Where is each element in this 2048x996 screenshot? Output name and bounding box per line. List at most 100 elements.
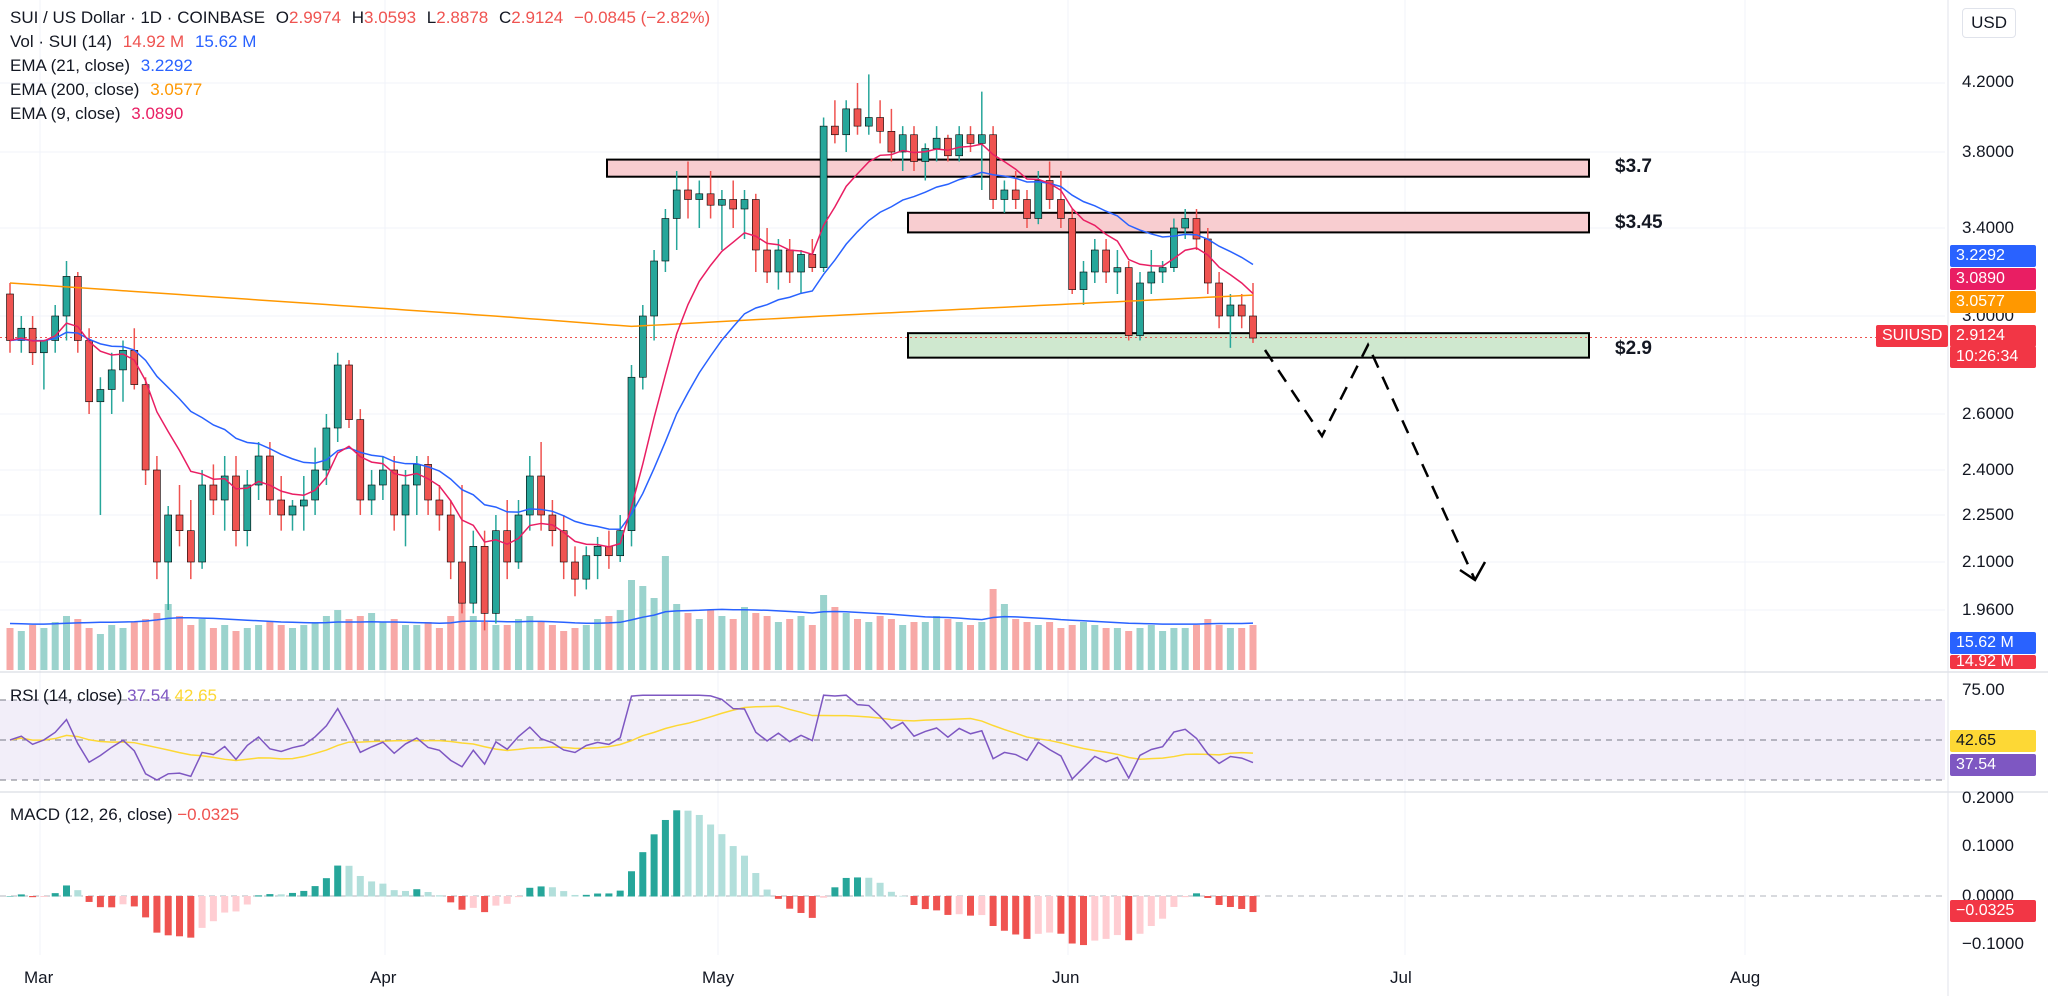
- volume-bar: [876, 616, 884, 670]
- candle-body: [1034, 180, 1043, 219]
- volume-bar: [695, 619, 703, 670]
- legend-symbol: SUI / US Dollar · 1D · COINBASE O2.9974 …: [10, 6, 716, 30]
- macd-histogram-bar: [1193, 893, 1200, 897]
- candle-body: [1147, 271, 1156, 284]
- ema200-value: 3.0577: [150, 80, 203, 99]
- volume-bar: [74, 619, 82, 670]
- candle-body: [51, 315, 60, 341]
- macd-histogram-bar: [526, 887, 534, 897]
- candle-body: [1181, 218, 1189, 229]
- candle-body: [119, 349, 127, 371]
- volume-bar: [492, 625, 500, 670]
- zone-box: [907, 211, 1590, 234]
- rsi-ma-tag: 42.65: [1950, 730, 2036, 752]
- volume-bar: [707, 610, 715, 670]
- volume-bar: [639, 586, 647, 670]
- volume-bar: [548, 625, 556, 670]
- candle-body: [277, 499, 286, 516]
- macd-histogram-bar: [1159, 896, 1167, 919]
- macd-histogram-bar: [311, 886, 319, 897]
- volume-bar: [955, 622, 963, 670]
- volume-bar: [458, 598, 466, 670]
- macd-histogram-bar: [594, 893, 602, 897]
- macd-legend: MACD (12, 26, close) −0.0325: [10, 805, 239, 825]
- macd-histogram-bar: [1057, 896, 1065, 934]
- candle-body: [864, 117, 873, 127]
- candle-body: [1045, 180, 1054, 200]
- macd-histogram-bar: [741, 855, 748, 897]
- candle-body: [548, 514, 557, 531]
- candle-body: [1136, 282, 1144, 336]
- close-value: 2.9124: [511, 8, 564, 27]
- macd-histogram-bar: [865, 877, 873, 897]
- volume-bar: [1193, 625, 1200, 670]
- candle-body: [153, 469, 161, 563]
- price-zones: [0, 158, 1948, 359]
- candle-body: [966, 134, 975, 144]
- volume-bar: [774, 622, 782, 670]
- volume-bar: [221, 625, 229, 670]
- candle-body: [605, 546, 613, 557]
- volume-bar: [1012, 619, 1020, 670]
- volume-bar: [17, 631, 25, 670]
- candle-body: [910, 134, 918, 162]
- macd-histogram-bar: [684, 810, 692, 897]
- volume-bar: [515, 619, 522, 670]
- macd-histogram-bar: [1147, 896, 1155, 926]
- macd-histogram-bar: [661, 819, 669, 897]
- macd-pane: [0, 810, 1945, 946]
- ema21-tag: 3.2292: [1950, 245, 2036, 267]
- volume-bar: [198, 619, 206, 670]
- volume-bar: [989, 589, 997, 670]
- candle-body: [299, 499, 308, 507]
- volume-bar: [526, 616, 534, 670]
- macd-histogram-bar: [842, 877, 850, 897]
- projection-path: [1263, 342, 1487, 582]
- candle-body: [322, 427, 331, 471]
- volume-bar: [1249, 625, 1257, 670]
- candle-body: [356, 419, 365, 501]
- volume-bar: [96, 634, 104, 670]
- volume-bar: [808, 625, 816, 670]
- candle-body: [446, 514, 455, 563]
- macd-histogram-bar: [1000, 896, 1008, 931]
- macd-histogram-bar: [209, 896, 217, 922]
- volume-bar: [967, 625, 974, 670]
- volume-bar: [605, 616, 613, 670]
- volume-bar: [63, 616, 70, 670]
- macd-histogram-bar: [1068, 896, 1076, 944]
- volume-bar: [266, 622, 274, 670]
- macd-histogram-bar: [1215, 896, 1223, 905]
- volume-bar: [831, 607, 839, 670]
- volume-bar: [865, 622, 873, 670]
- volume-bar: [469, 616, 477, 670]
- candle-body: [175, 514, 184, 531]
- volume-bar: [887, 619, 895, 670]
- candle-body: [96, 389, 105, 403]
- candle-body: [1068, 218, 1076, 290]
- candle-body: [1204, 238, 1212, 284]
- volume-bar: [1102, 628, 1110, 670]
- macd-histogram-bar: [729, 846, 737, 897]
- macd-histogram-bar: [639, 852, 647, 897]
- candle-body: [209, 484, 218, 501]
- macd-histogram-bar: [1238, 896, 1246, 909]
- volume-bar: [1159, 631, 1167, 670]
- close-label: C: [498, 8, 512, 27]
- volume-bar: [910, 622, 918, 670]
- volume-bar: [153, 613, 161, 670]
- macd-histogram-bar: [447, 896, 455, 903]
- macd-histogram-bar: [1249, 896, 1257, 913]
- candle-body: [1237, 304, 1246, 317]
- symbol-tag: SUIUSD: [1876, 325, 1949, 347]
- time-tick: Apr: [370, 968, 397, 987]
- macd-histogram-bar: [1226, 896, 1234, 908]
- currency-button[interactable]: USD: [1962, 8, 2016, 38]
- candle-body: [1091, 249, 1099, 273]
- candle-body: [1000, 189, 1009, 200]
- price-tick: 3.8000: [1962, 142, 2014, 161]
- symbol-name: SUI / US Dollar · 1D · COINBASE: [10, 8, 266, 27]
- candle-body: [424, 464, 432, 501]
- macd-value-tag: −0.0325: [1950, 900, 2036, 922]
